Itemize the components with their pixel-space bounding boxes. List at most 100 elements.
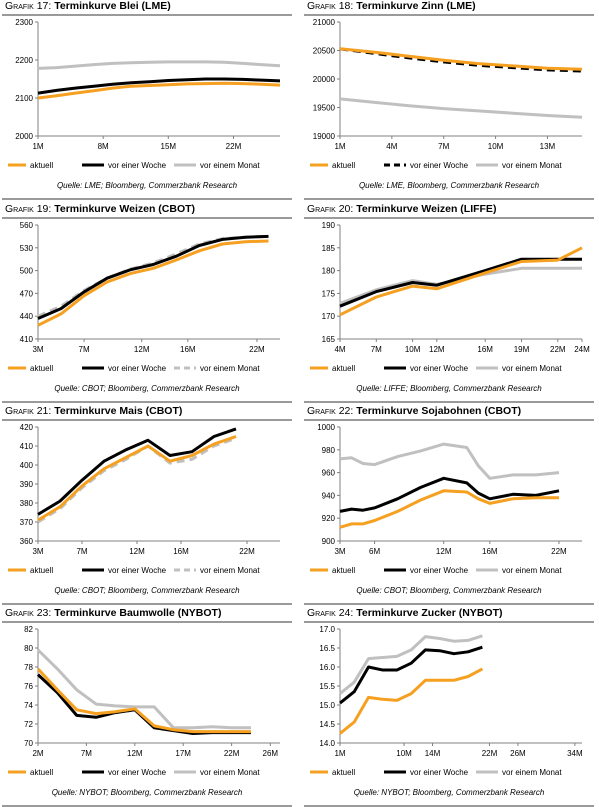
x-tick-label: 10M [396,749,412,758]
x-tick-label: 14M [425,749,441,758]
title-rule [304,217,594,219]
y-tick-label: 410 [20,442,34,451]
title-rule [2,621,292,623]
legend-label-vor-einer-woche: vor einer Woche [108,364,167,373]
x-tick-label: 4M [386,142,397,151]
legend-label-vor-einem-monat: vor einem Monat [200,768,260,777]
y-tick-label: 530 [20,244,34,253]
y-tick-label: 19000 [313,132,336,141]
x-tick-label: 12M [436,547,452,556]
y-tick-label: 2000 [15,132,33,141]
y-tick-label: 16.5 [319,644,335,653]
y-tick-label: 380 [20,499,34,508]
chart-title: Terminkurve Baumwolle (NYBOT) [54,607,222,619]
legend: aktuell vor einer Woche vor einem Monat [8,566,260,575]
y-tick-label: 940 [322,491,336,500]
figure-title: Grafik 17: Terminkurve Blei (LME) [5,0,171,12]
y-tick-label: 19500 [313,104,336,113]
plot-area: 900 920 940 960 980 1000 3M 6M 12M 16M 22M [317,423,582,556]
figure-title: Grafik 23: Terminkurve Baumwolle (NYBOT) [5,607,221,619]
y-tick-label: 960 [322,469,336,478]
x-tick-label: 16M [180,345,196,354]
series-line-vor-einer-woche [339,476,560,513]
legend-label-vor-einer-woche: vor einer Woche [410,161,469,170]
series-line-vor-einer-woche [37,427,237,516]
figure-20: Grafik 20: Terminkurve Weizen (LIFFE) 16… [304,203,594,403]
legend-label-vor-einem-monat: vor einem Monat [200,161,260,170]
y-tick-label: 82 [24,625,33,634]
y-tick-label: 80 [24,644,33,653]
x-tick-label: 7M [79,345,90,354]
series-line-vor-einer-woche [339,645,483,705]
y-tick-label: 21000 [313,18,336,27]
chart-title: Terminkurve Mais (CBOT) [54,405,183,417]
legend-label-vor-einer-woche: vor einer Woche [108,566,167,575]
source-note: Quelle: LME, Bloomberg, Commerzbank Rese… [358,181,540,190]
figure-number: Grafik 18: [307,0,354,12]
x-tick-label: 7M [371,345,382,354]
x-tick-label: 16M [173,547,189,556]
y-tick-label: 360 [20,537,34,546]
legend-label-aktuell: aktuell [332,161,355,170]
chart-tin: 19000 19500 20000 20500 21000 1M 4M 7M 10M 13M akt… [310,18,583,170]
y-tick-label: 2300 [15,18,33,27]
figure-title: Grafik 19: Terminkurve Weizen (CBOT) [5,203,195,215]
x-tick-label: 7M [76,547,87,556]
legend-label-vor-einem-monat: vor einem Monat [200,364,260,373]
legend-label-vor-einer-woche: vor einer Woche [108,768,167,777]
y-tick-label: 17.0 [319,625,335,634]
legend: aktuell vor einer Woche vor einem Monat [310,566,562,575]
figure-number: Grafik 17: [5,0,52,12]
y-tick-label: 390 [20,480,34,489]
chart-wheat-liffe: 165 170 175 180 185 190 4M 7M 10M 12M 16M 19M 22M 24M… [310,221,590,373]
x-tick-label: 22M [551,547,567,556]
legend-label-vor-einer-woche: vor einer Woche [410,768,469,777]
legend: aktuell vor einer Woche vor einem Monat [310,161,562,170]
figure-number: Grafik 21: [5,405,52,417]
legend-label-aktuell: aktuell [30,566,53,575]
title-rule [304,621,594,623]
x-tick-label: 12M [127,749,143,758]
x-tick-label: 4M [334,345,345,354]
legend-label-aktuell: aktuell [30,364,53,373]
chart-soybeans: 900 920 940 960 980 1000 3M 6M 12M 16M 22M aktuell v… [310,423,582,575]
chart-title: Terminkurve Zucker (NYBOT) [356,607,503,619]
figure-number: Grafik 22: [307,405,354,417]
legend: aktuell vor einer Woche vor einem Monat [8,364,260,373]
x-tick-label: 15M [161,142,177,151]
series-line-vor-einem-monat [339,97,583,119]
legend-label-vor-einer-woche: vor einer Woche [410,364,469,373]
chart-sugar: 14.0 14.5 15.0 15.5 16.0 16.5 17.0 1M 10M 14M 22M 2… [310,625,583,777]
y-tick-label: 420 [20,423,34,432]
bottom-rule [304,805,594,807]
x-tick-label: 26M [510,749,526,758]
x-tick-label: 17M [175,749,191,758]
chart-title: Terminkurve Weizen (LIFFE) [356,203,497,215]
x-tick-label: 6M [369,547,380,556]
chart-title: Terminkurve Zinn (LME) [356,0,476,12]
y-tick-label: 980 [322,446,336,455]
figure-number: Grafik 19: [5,203,52,215]
legend: aktuell vor einer Woche vor einem Monat [8,161,260,170]
figure-title: Grafik 22: Terminkurve Sojabohnen (CBOT) [307,405,521,417]
y-tick-label: 170 [322,312,336,321]
x-tick-label: 22M [224,749,240,758]
title-rule [2,14,292,16]
source-note: Quelle: CBOT; Bloomberg, Commerzbank Res… [356,586,542,595]
y-tick-label: 180 [322,267,336,276]
chart-title: Terminkurve Sojabohnen (CBOT) [356,405,522,417]
x-tick-label: 22M [249,345,265,354]
series-line-vor-einem-monat [339,634,483,695]
title-rule [2,419,292,421]
series-line-aktuell [339,667,484,735]
y-tick-label: 470 [20,289,34,298]
bottom-rule [2,198,292,200]
figure-18: Grafik 18: Terminkurve Zinn (LME) 19000 1… [304,0,594,200]
x-tick-label: 1M [32,142,43,151]
y-tick-label: 14.0 [319,739,335,748]
legend-label-vor-einer-woche: vor einer Woche [410,566,469,575]
y-tick-label: 175 [322,289,336,298]
x-tick-label: 3M [334,547,345,556]
y-tick-label: 2100 [15,94,33,103]
source-note: Quelle: NYBOT; Bloomberg, Commerzbank Re… [353,788,545,797]
